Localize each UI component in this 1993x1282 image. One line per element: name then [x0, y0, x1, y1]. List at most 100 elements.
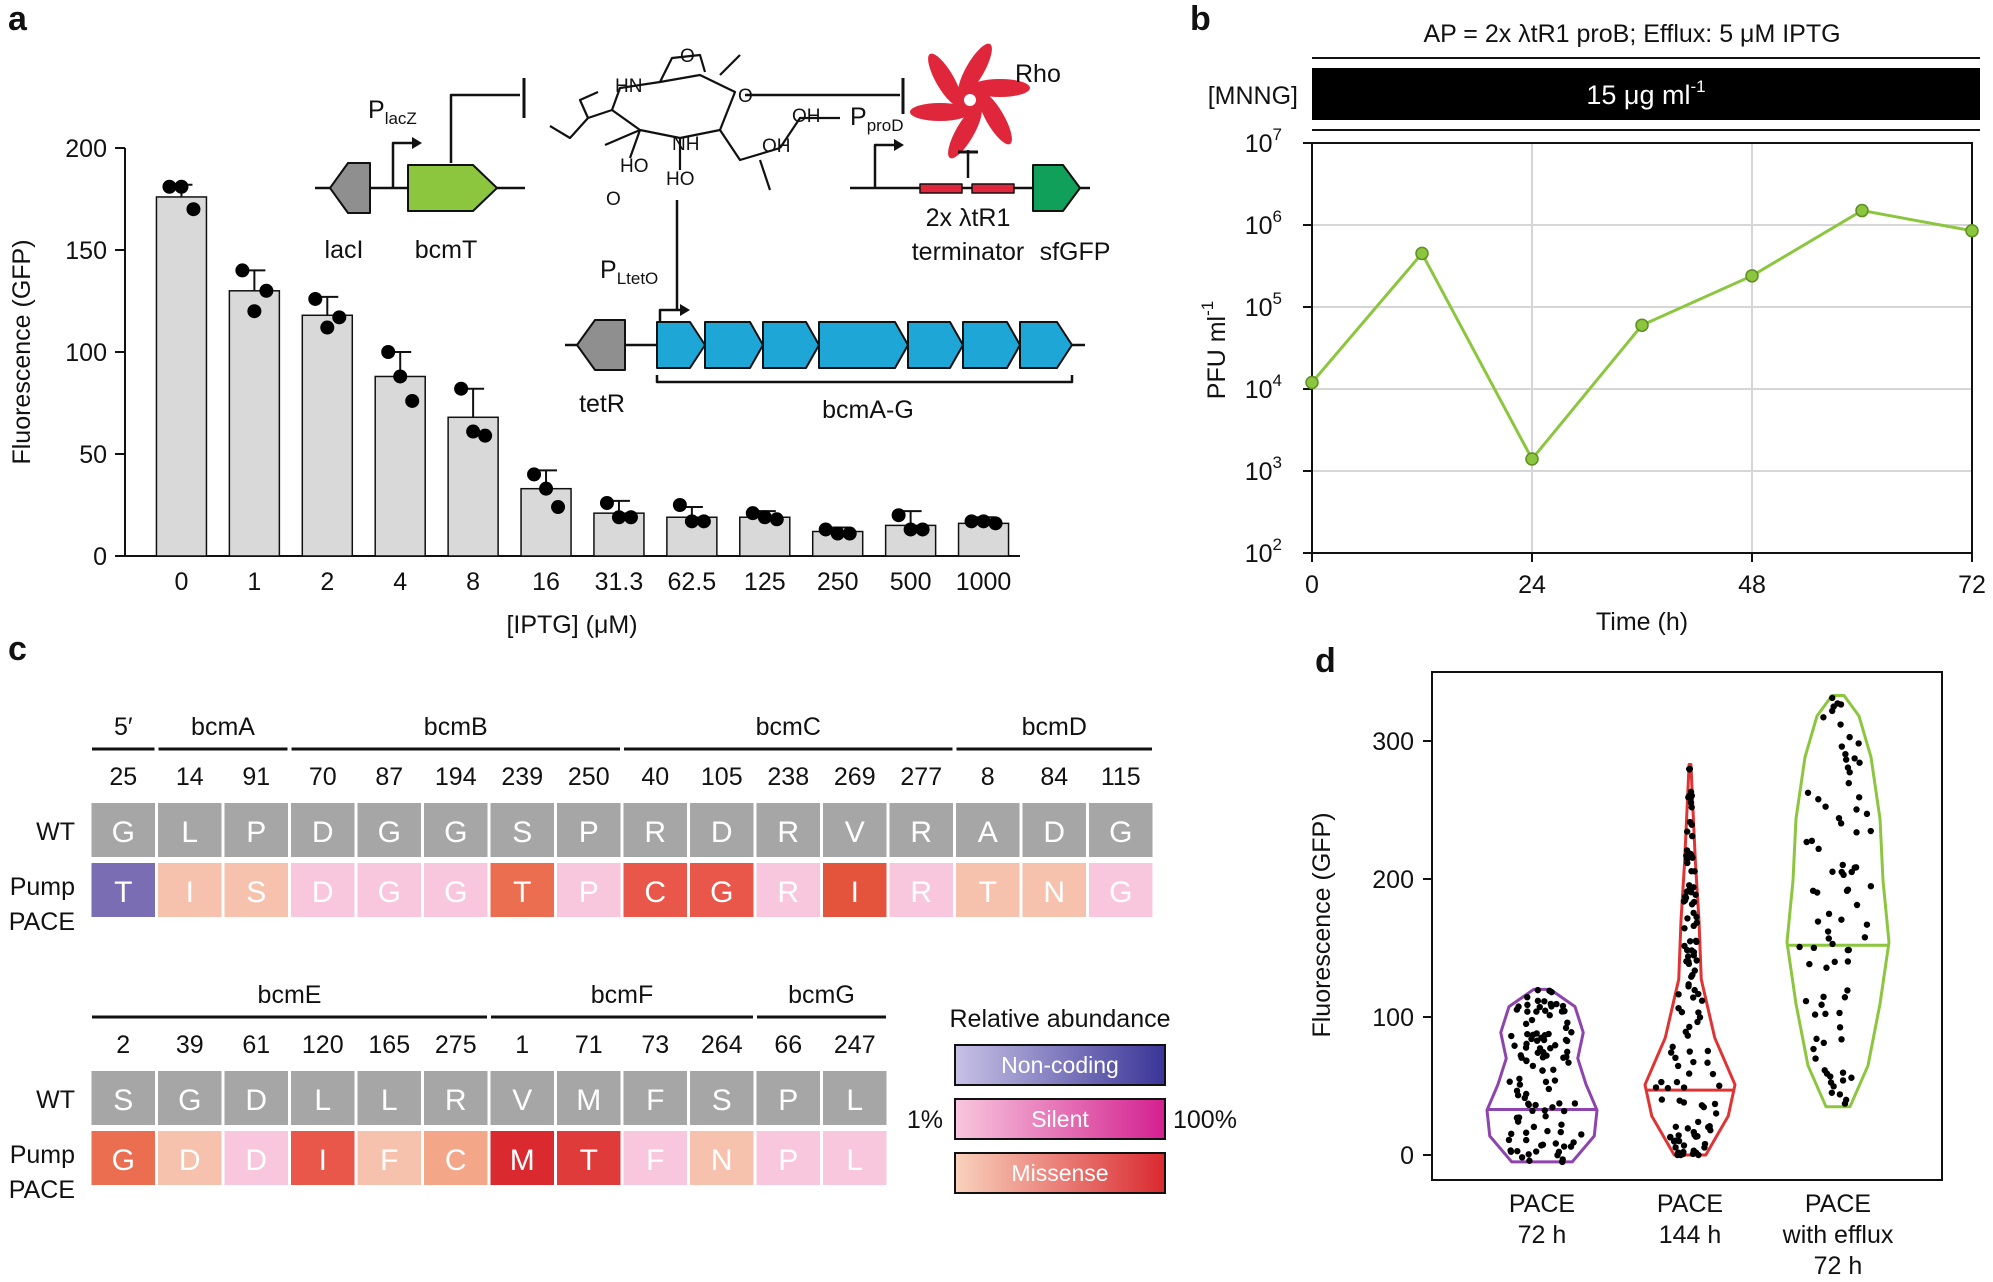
d-data-point	[1851, 755, 1858, 762]
d-data-point	[1683, 958, 1690, 965]
d-data-point	[1831, 958, 1838, 966]
b-x-tick-label: 24	[1518, 571, 1546, 599]
bcma-gene-arrow	[656, 321, 706, 369]
c-pump-residue: T	[979, 876, 997, 909]
d-data-point	[1548, 988, 1555, 996]
c-pump-cell	[91, 863, 155, 917]
b-data-point	[1855, 203, 1869, 218]
d-data-point	[1524, 1030, 1531, 1038]
d-data-point	[1845, 779, 1852, 787]
d-data-point	[1838, 916, 1845, 923]
a-x-tick-label: 31.3	[595, 568, 644, 596]
c-wt-residue: L	[314, 1084, 331, 1117]
c-wt-residue: R	[445, 1084, 467, 1117]
d-data-point	[1838, 1036, 1845, 1043]
c-pump-cell	[756, 1131, 820, 1185]
d-data-point	[1563, 1037, 1571, 1045]
c-wt-cell	[357, 803, 421, 857]
panel-a-bar-chart: 0 50 100 150 200 0 1 2 4 8 16 31.3 62.5 125 250 500 100…	[8, 135, 1020, 639]
a-data-point	[162, 179, 177, 194]
d-data-point	[1690, 994, 1697, 1001]
terminator-label-2: terminator	[912, 238, 1025, 266]
d-data-point	[1686, 1048, 1693, 1055]
a-x-tick-label: 4	[393, 568, 407, 596]
d-data-point	[1693, 938, 1700, 946]
c-position-label: 238	[767, 763, 809, 791]
pprod-label: PproD	[850, 103, 904, 135]
a-data-point	[903, 522, 918, 537]
d-x-label-line1: PACE	[1509, 1190, 1575, 1218]
legend-missense-label: Missense	[1011, 1160, 1108, 1186]
d-violins	[1485, 693, 1891, 1166]
c-wt-residue: V	[845, 816, 865, 849]
d-data-point	[1564, 1048, 1571, 1056]
d-data-point	[1542, 1007, 1549, 1014]
d-data-point	[1690, 952, 1698, 959]
a-data-point	[405, 393, 420, 408]
c-wt-cell	[756, 1071, 820, 1125]
d-data-point	[1688, 832, 1696, 840]
b-data-point	[1635, 318, 1649, 332]
c-position-label: 91	[242, 763, 270, 791]
d-data-point	[1524, 1001, 1531, 1009]
d-data-point	[1835, 814, 1843, 822]
d-data-point	[1528, 1016, 1536, 1024]
c-wt-residue: G	[178, 1084, 201, 1117]
d-data-point	[1667, 1049, 1675, 1056]
pprod-promoter-arrow	[873, 143, 894, 188]
d-data-point	[1553, 1000, 1560, 1008]
c-pump-residue: I	[186, 876, 194, 909]
c-wt-residue: S	[113, 1084, 133, 1117]
a-data-point	[757, 510, 772, 525]
d-data-point	[1686, 938, 1694, 945]
d-data-point	[1837, 820, 1845, 827]
d-data-point	[1815, 845, 1822, 853]
a-data-point	[988, 516, 1003, 531]
c-wt-residue: G	[378, 816, 401, 849]
d-data-point	[1675, 1132, 1682, 1139]
a-x-axis-label: [IPTG] (μM)	[506, 611, 637, 639]
bcmd-gene-arrow	[818, 321, 909, 369]
c-wt-cell	[756, 803, 820, 857]
d-data-point	[1810, 1045, 1817, 1053]
c-pump-cell	[158, 863, 222, 917]
c-wt-cell	[623, 1071, 687, 1125]
a-x-tick-label: 16	[532, 568, 560, 596]
c-position-label: 2	[116, 1031, 130, 1059]
d-data-point	[1844, 958, 1852, 965]
mol-o2: O	[738, 86, 753, 107]
d-data-point	[1709, 1070, 1717, 1078]
c-pump-residue: T	[513, 876, 531, 909]
d-data-point	[1676, 1097, 1683, 1104]
legend-silent-swatch	[954, 1098, 1166, 1140]
d-data-point	[1524, 993, 1531, 1001]
c-pump-residue: R	[777, 876, 799, 909]
c-wt-residue: L	[846, 1084, 863, 1117]
d-data-point	[1834, 700, 1841, 707]
c-wt-residue: P	[579, 816, 599, 849]
d-data-point	[1693, 913, 1700, 921]
c-pump-residue: N	[1043, 876, 1065, 909]
d-data-point	[1692, 1133, 1700, 1140]
c-pump-residue: N	[711, 1144, 733, 1177]
d-data-point	[1812, 1055, 1819, 1062]
d-data-point	[1513, 1006, 1521, 1013]
d-data-point	[1559, 1156, 1566, 1163]
c-row1-pace-label: PACE	[9, 908, 75, 936]
b-mnng-banner	[1312, 68, 1980, 120]
c-wt-cell	[91, 1071, 155, 1125]
d-data-point	[1518, 1154, 1526, 1161]
c-pump-residue: D	[245, 1144, 267, 1177]
bcmc-gene-arrow	[762, 321, 820, 369]
c-position-label: 84	[1040, 763, 1068, 791]
d-data-point	[1694, 1118, 1702, 1126]
c-pump-residue: T	[114, 876, 132, 909]
d-data-point	[1564, 1019, 1571, 1026]
d-data-point	[1674, 1062, 1682, 1070]
d-data-point	[1839, 1069, 1847, 1076]
d-data-point	[1700, 1103, 1708, 1111]
c-wt-cell	[956, 803, 1020, 857]
d-data-point	[1684, 915, 1691, 922]
a-data-point	[320, 320, 335, 335]
mol-oh1: OH	[792, 106, 821, 127]
